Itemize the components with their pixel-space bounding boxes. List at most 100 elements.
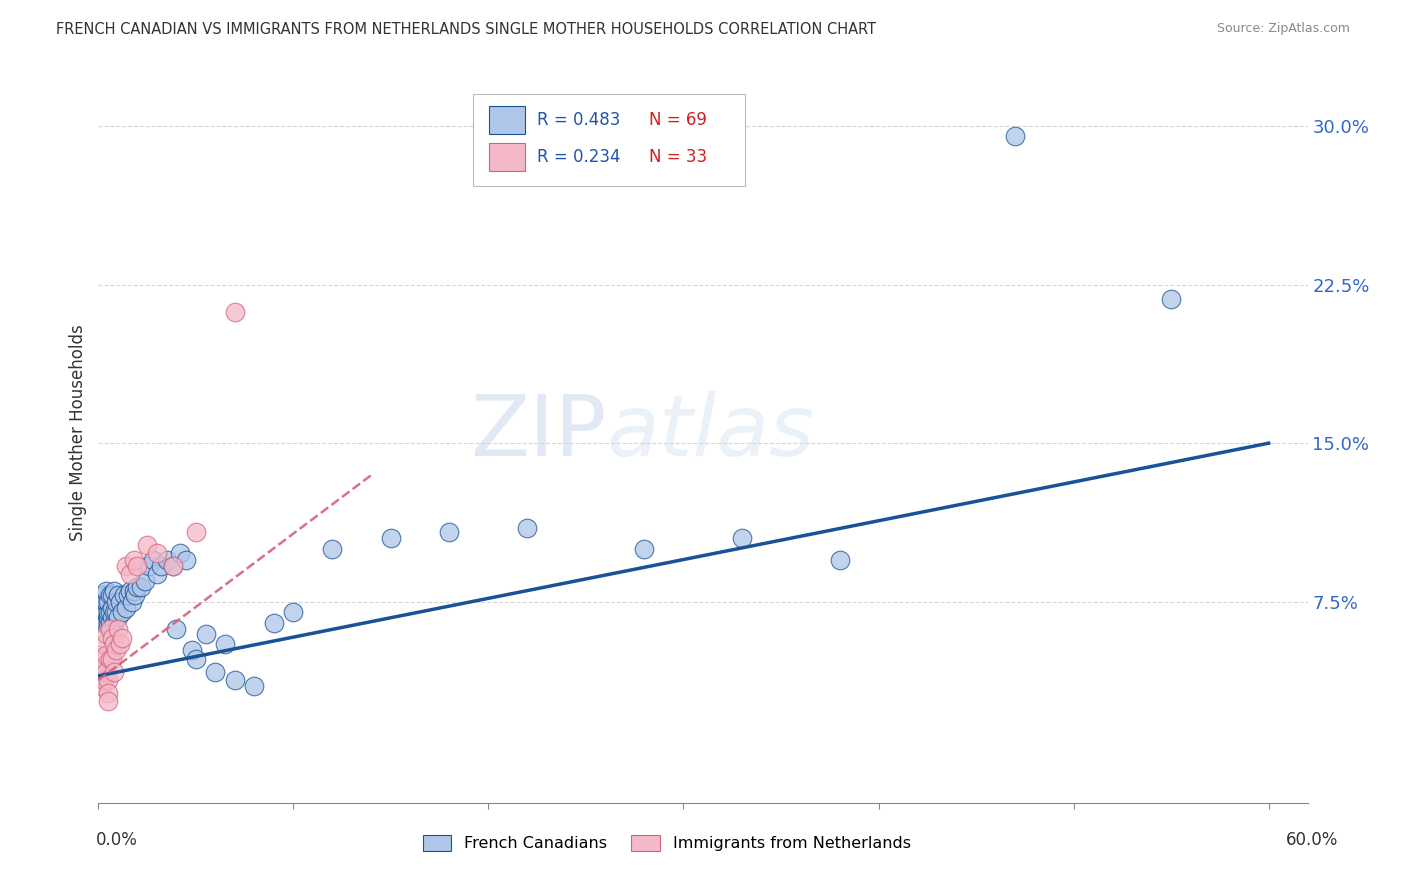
Point (93, 609, 115, 624)
Point (127, 558, 149, 573)
Point (156, 552, 179, 566)
Point (104, 643, 127, 657)
Point (101, 609, 124, 624)
Point (89, 601, 111, 615)
Point (136, 538, 159, 552)
Point (111, 631, 134, 645)
Text: Source: ZipAtlas.com: Source: ZipAtlas.com (1216, 22, 1350, 36)
Point (214, 637, 236, 651)
Point (122, 584, 145, 599)
Point (98, 606, 121, 620)
Point (91, 606, 114, 620)
Text: N = 69: N = 69 (648, 112, 706, 129)
Point (224, 305, 246, 319)
Point (103, 606, 125, 620)
Point (162, 558, 184, 573)
Point (104, 595, 127, 609)
Point (181, 643, 204, 657)
Point (118, 567, 141, 582)
Point (108, 637, 131, 651)
Point (108, 595, 131, 609)
Point (103, 584, 125, 599)
Point (98, 589, 121, 603)
Point (828, 552, 851, 566)
Point (97, 694, 120, 708)
Point (107, 609, 129, 624)
Point (1004, 129, 1026, 144)
Point (165, 623, 187, 637)
Text: FRENCH CANADIAN VS IMMIGRANTS FROM NETHERLANDS SINGLE MOTHER HOUSEHOLDS CORRELAT: FRENCH CANADIAN VS IMMIGRANTS FROM NETHE… (56, 22, 876, 37)
Point (111, 606, 134, 620)
Point (96, 595, 118, 609)
Point (104, 606, 127, 620)
Point (131, 580, 153, 594)
Point (98, 652, 121, 666)
Point (98, 623, 121, 637)
Bar (489, 106, 526, 135)
Point (91, 652, 114, 666)
Point (134, 574, 156, 588)
Point (114, 601, 136, 615)
Point (127, 580, 149, 594)
Point (97, 686, 120, 700)
Y-axis label: Single Mother Households: Single Mother Households (69, 325, 87, 541)
Point (103, 637, 125, 651)
Point (101, 601, 124, 615)
Point (103, 665, 125, 679)
Point (107, 589, 129, 603)
Point (194, 626, 217, 640)
Point (283, 606, 305, 620)
Text: N = 33: N = 33 (648, 148, 707, 166)
Point (1160, 293, 1182, 307)
Point (96, 606, 118, 620)
Point (96, 626, 118, 640)
Point (146, 567, 169, 582)
Point (91, 680, 114, 694)
Point (633, 541, 655, 556)
Point (91, 615, 114, 630)
Point (243, 680, 266, 694)
Point (97, 595, 120, 609)
Point (101, 631, 124, 645)
Legend: French Canadians, Immigrants from Netherlands: French Canadians, Immigrants from Nether… (416, 829, 917, 858)
Point (93, 658, 115, 673)
Point (96, 648, 118, 662)
Point (204, 665, 226, 679)
Bar (489, 143, 526, 171)
Text: 60.0%: 60.0% (1286, 831, 1339, 849)
Point (93, 589, 115, 603)
Point (97, 609, 120, 624)
Point (93, 637, 115, 651)
Point (121, 595, 143, 609)
Point (93, 673, 115, 687)
Text: R = 0.483: R = 0.483 (537, 112, 620, 129)
Point (124, 589, 146, 603)
Point (224, 673, 246, 687)
Point (101, 652, 124, 666)
Point (516, 521, 538, 535)
Point (184, 652, 207, 666)
Point (107, 623, 129, 637)
Point (89, 609, 111, 624)
Point (169, 546, 191, 560)
Point (96, 615, 118, 630)
Point (142, 552, 165, 566)
Point (96, 665, 118, 679)
Point (321, 541, 343, 556)
Point (117, 589, 139, 603)
Point (97, 615, 120, 630)
Point (93, 601, 115, 615)
Point (380, 532, 402, 546)
Point (184, 524, 207, 539)
Point (97, 673, 120, 687)
Point (103, 615, 125, 630)
Point (162, 558, 184, 573)
Point (96, 584, 118, 599)
Point (118, 584, 141, 599)
Point (91, 595, 114, 609)
Point (98, 615, 121, 630)
Point (114, 558, 136, 573)
Point (149, 558, 172, 573)
Point (174, 552, 197, 566)
Text: ZIP: ZIP (470, 391, 606, 475)
